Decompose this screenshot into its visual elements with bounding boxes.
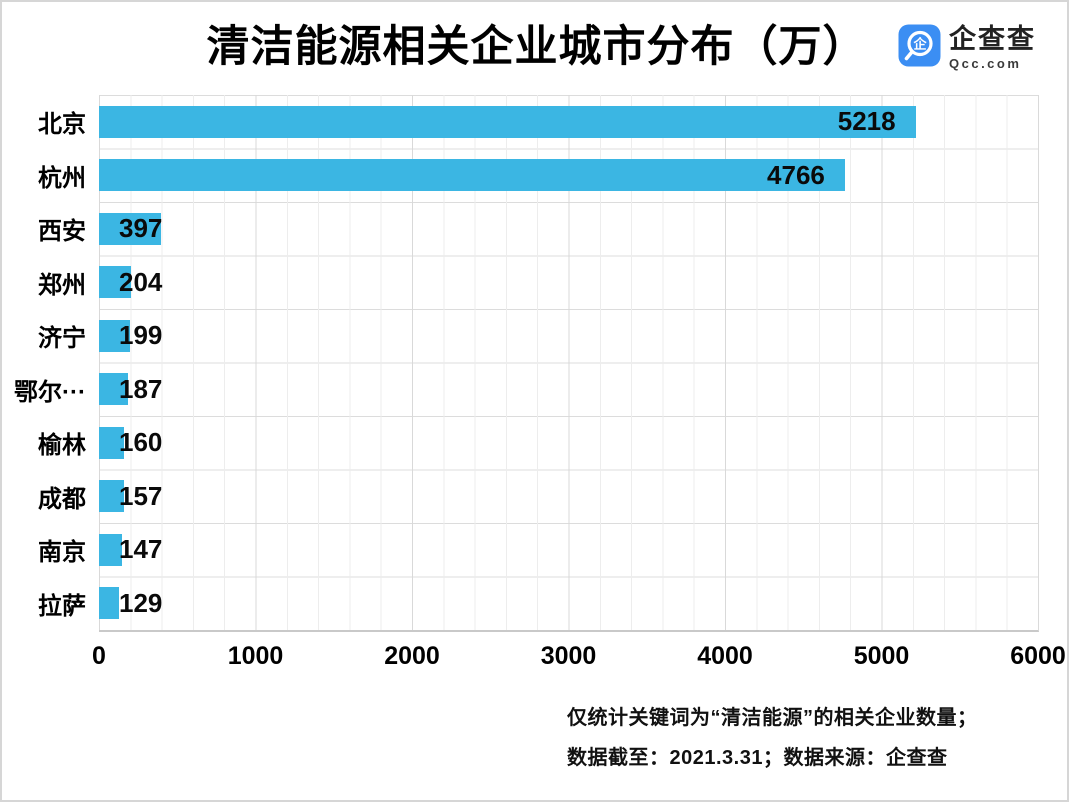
qcc-logo-domain: Qcc.com — [949, 56, 1022, 71]
category-label: 北京 — [38, 111, 86, 139]
category-label: 成都 — [38, 485, 86, 513]
category-label: 榆林 — [38, 432, 86, 460]
bar-鄂尔··· — [99, 373, 129, 406]
plot-area: 5218 4766 397 204 199 187 160 157 147 129 — [99, 95, 1039, 632]
bar-榆林 — [99, 426, 125, 459]
category-label: 鄂尔··· — [14, 378, 86, 406]
bar-济宁 — [99, 319, 131, 352]
footnote: 仅统计关键词为“清洁能源”的相关企业数量； 数据截至：2021.3.31；数据来… — [567, 698, 978, 778]
x-axis-labels: 0 1000 2000 3000 4000 5000 6000 — [92, 640, 1066, 672]
y-axis-labels: 北京杭州西安郑州济宁鄂尔··· 榆林成都南京拉萨 — [2, 95, 86, 630]
bar-拉萨 — [99, 587, 120, 620]
category-label: 济宁 — [38, 325, 86, 353]
qcc-logo-name: 企查查 — [949, 24, 1036, 54]
footnote-line1: 仅统计关键词为“清洁能源”的相关企业数量； — [567, 707, 978, 729]
footnote-line2: 数据截至：2021.3.31；数据来源：企查查 — [567, 747, 948, 769]
x-tick-label: 5000 — [853, 642, 910, 670]
category-label: 西安 — [38, 218, 86, 246]
value-label: 5218 — [837, 106, 896, 137]
category-label: 郑州 — [38, 271, 86, 299]
bar-杭州 — [99, 159, 845, 192]
category-label: 杭州 — [38, 164, 86, 192]
bar-西安 — [99, 212, 162, 245]
x-tick-label: 4000 — [697, 642, 753, 670]
x-tick-label: 1000 — [227, 642, 284, 670]
value-label: 199 — [119, 320, 163, 351]
category-label: 拉萨 — [38, 592, 86, 620]
x-tick-label: 6000 — [1010, 642, 1066, 670]
value-label: 147 — [119, 534, 163, 565]
bar-郑州 — [99, 266, 131, 299]
category-label: 南京 — [38, 539, 86, 567]
svg-text:企: 企 — [912, 37, 927, 52]
qcc-logo: 企 企查查 Qcc.com — [898, 24, 1036, 72]
value-label: 4766 — [767, 159, 825, 190]
value-label: 187 — [119, 373, 163, 404]
qcc-logo-icon: 企 — [898, 24, 941, 72]
value-label: 129 — [119, 587, 163, 618]
value-label: 204 — [119, 266, 163, 297]
bar-成都 — [99, 480, 124, 513]
value-label: 397 — [119, 213, 163, 244]
x-tick-label: 0 — [92, 642, 106, 670]
x-tick-label: 3000 — [540, 642, 597, 670]
qcc-logo-text: 企查查 Qcc.com — [949, 24, 1036, 71]
bar-南京 — [99, 533, 122, 566]
value-label: 160 — [119, 427, 163, 458]
value-label: 157 — [119, 480, 163, 511]
x-tick-label: 2000 — [384, 642, 440, 670]
bar-北京 — [99, 105, 916, 138]
page-title: 清洁能源相关企业城市分布（万） — [206, 23, 867, 71]
